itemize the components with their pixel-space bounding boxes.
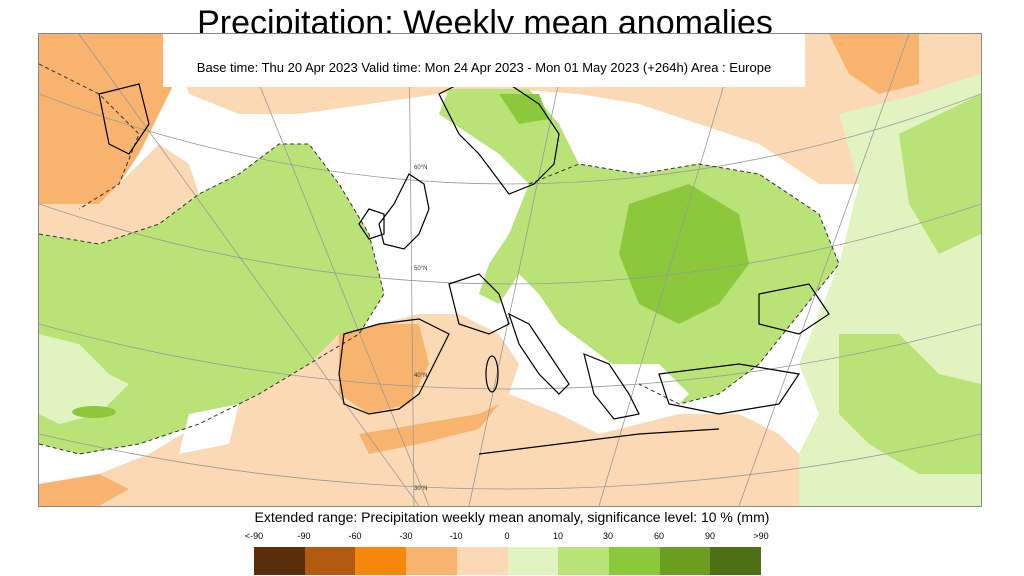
dry-region-greenland bbox=[39, 34, 179, 209]
ireland-coast bbox=[358, 208, 385, 240]
uk-coast bbox=[378, 173, 430, 250]
wet-region-caspian bbox=[839, 334, 981, 474]
legend-swatch bbox=[355, 547, 407, 575]
legend-swatch bbox=[406, 547, 457, 575]
italy-coast bbox=[507, 312, 570, 395]
strong-wet-spot-atlantic bbox=[72, 406, 116, 418]
subtitle: Base time: Thu 20 Apr 2023 Valid time: M… bbox=[196, 60, 772, 75]
dry-region-atlantic-south bbox=[39, 474, 129, 506]
neutral-region-france bbox=[399, 224, 489, 294]
anomaly-map: 60°N 50°N 40°N 30°N bbox=[39, 34, 981, 506]
lat-label-40: 40°N bbox=[414, 373, 427, 379]
neutral-region-uk bbox=[319, 114, 409, 194]
legend-swatch bbox=[710, 547, 762, 575]
sardinia-coast bbox=[485, 355, 499, 393]
legend-swatch bbox=[304, 547, 356, 575]
legend-swatch bbox=[659, 547, 711, 575]
wet-region-russia bbox=[899, 94, 981, 254]
strong-wet-region-norway bbox=[499, 94, 549, 124]
legend-label: <-90 bbox=[244, 531, 264, 541]
light-dry-region-north-africa bbox=[39, 314, 799, 506]
legend-label: 10 bbox=[552, 531, 564, 541]
legend-label: -90 bbox=[297, 531, 311, 541]
legend-label: 0 bbox=[504, 531, 510, 541]
legend-labels: <-90 -90 -60 -30 -10 0 10 30 60 90 >90 bbox=[230, 531, 790, 545]
graticule bbox=[39, 34, 981, 506]
lat-label-30: 30°N bbox=[414, 486, 427, 492]
legend-colorbar bbox=[254, 547, 762, 575]
legend-caption: Extended range: Precipitation weekly mea… bbox=[254, 509, 770, 525]
legend-swatch bbox=[507, 547, 559, 575]
dry-region-iberia bbox=[339, 324, 429, 414]
light-dry-region-north-atlantic bbox=[39, 144, 199, 244]
legend-label: -10 bbox=[449, 531, 463, 541]
legend-label: -30 bbox=[399, 531, 413, 541]
legend-label: 60 bbox=[653, 531, 665, 541]
legend-swatch bbox=[456, 547, 508, 575]
greece-coast bbox=[583, 353, 640, 420]
legend-swatch bbox=[558, 547, 609, 575]
iceland-coast bbox=[98, 83, 150, 155]
legend-label: 90 bbox=[704, 531, 716, 541]
lat-label-60: 60°N bbox=[414, 165, 427, 171]
france-coast bbox=[448, 273, 510, 335]
legend-swatch bbox=[254, 547, 305, 575]
iberia-coast bbox=[338, 318, 450, 415]
neutral-region-balkans bbox=[599, 364, 689, 414]
legend-label: 30 bbox=[602, 531, 614, 541]
black-sea-coast bbox=[758, 283, 830, 335]
lat-labels: 60°N 50°N 40°N 30°N bbox=[414, 165, 427, 492]
legend-label: >90 bbox=[753, 531, 769, 541]
wet-region-atlantic bbox=[39, 144, 384, 454]
legend-swatch bbox=[608, 547, 660, 575]
north-africa-coast bbox=[478, 428, 720, 455]
significance-contours bbox=[39, 63, 840, 455]
dry-region-northeast bbox=[829, 34, 919, 94]
subtitle-box: Base time: Thu 20 Apr 2023 Valid time: M… bbox=[163, 34, 805, 87]
dry-region-maghreb bbox=[359, 404, 499, 454]
neutral-region-azores bbox=[179, 404, 239, 454]
strong-wet-region-eastern-europe bbox=[619, 184, 749, 324]
legend-label: -60 bbox=[348, 531, 362, 541]
light-wet-region-southwest bbox=[39, 334, 129, 424]
turkey-coast bbox=[658, 363, 801, 415]
map-panel: 60°N 50°N 40°N 30°N Base time: Thu 20 Ap… bbox=[38, 33, 982, 507]
lat-label-50: 50°N bbox=[414, 266, 427, 272]
